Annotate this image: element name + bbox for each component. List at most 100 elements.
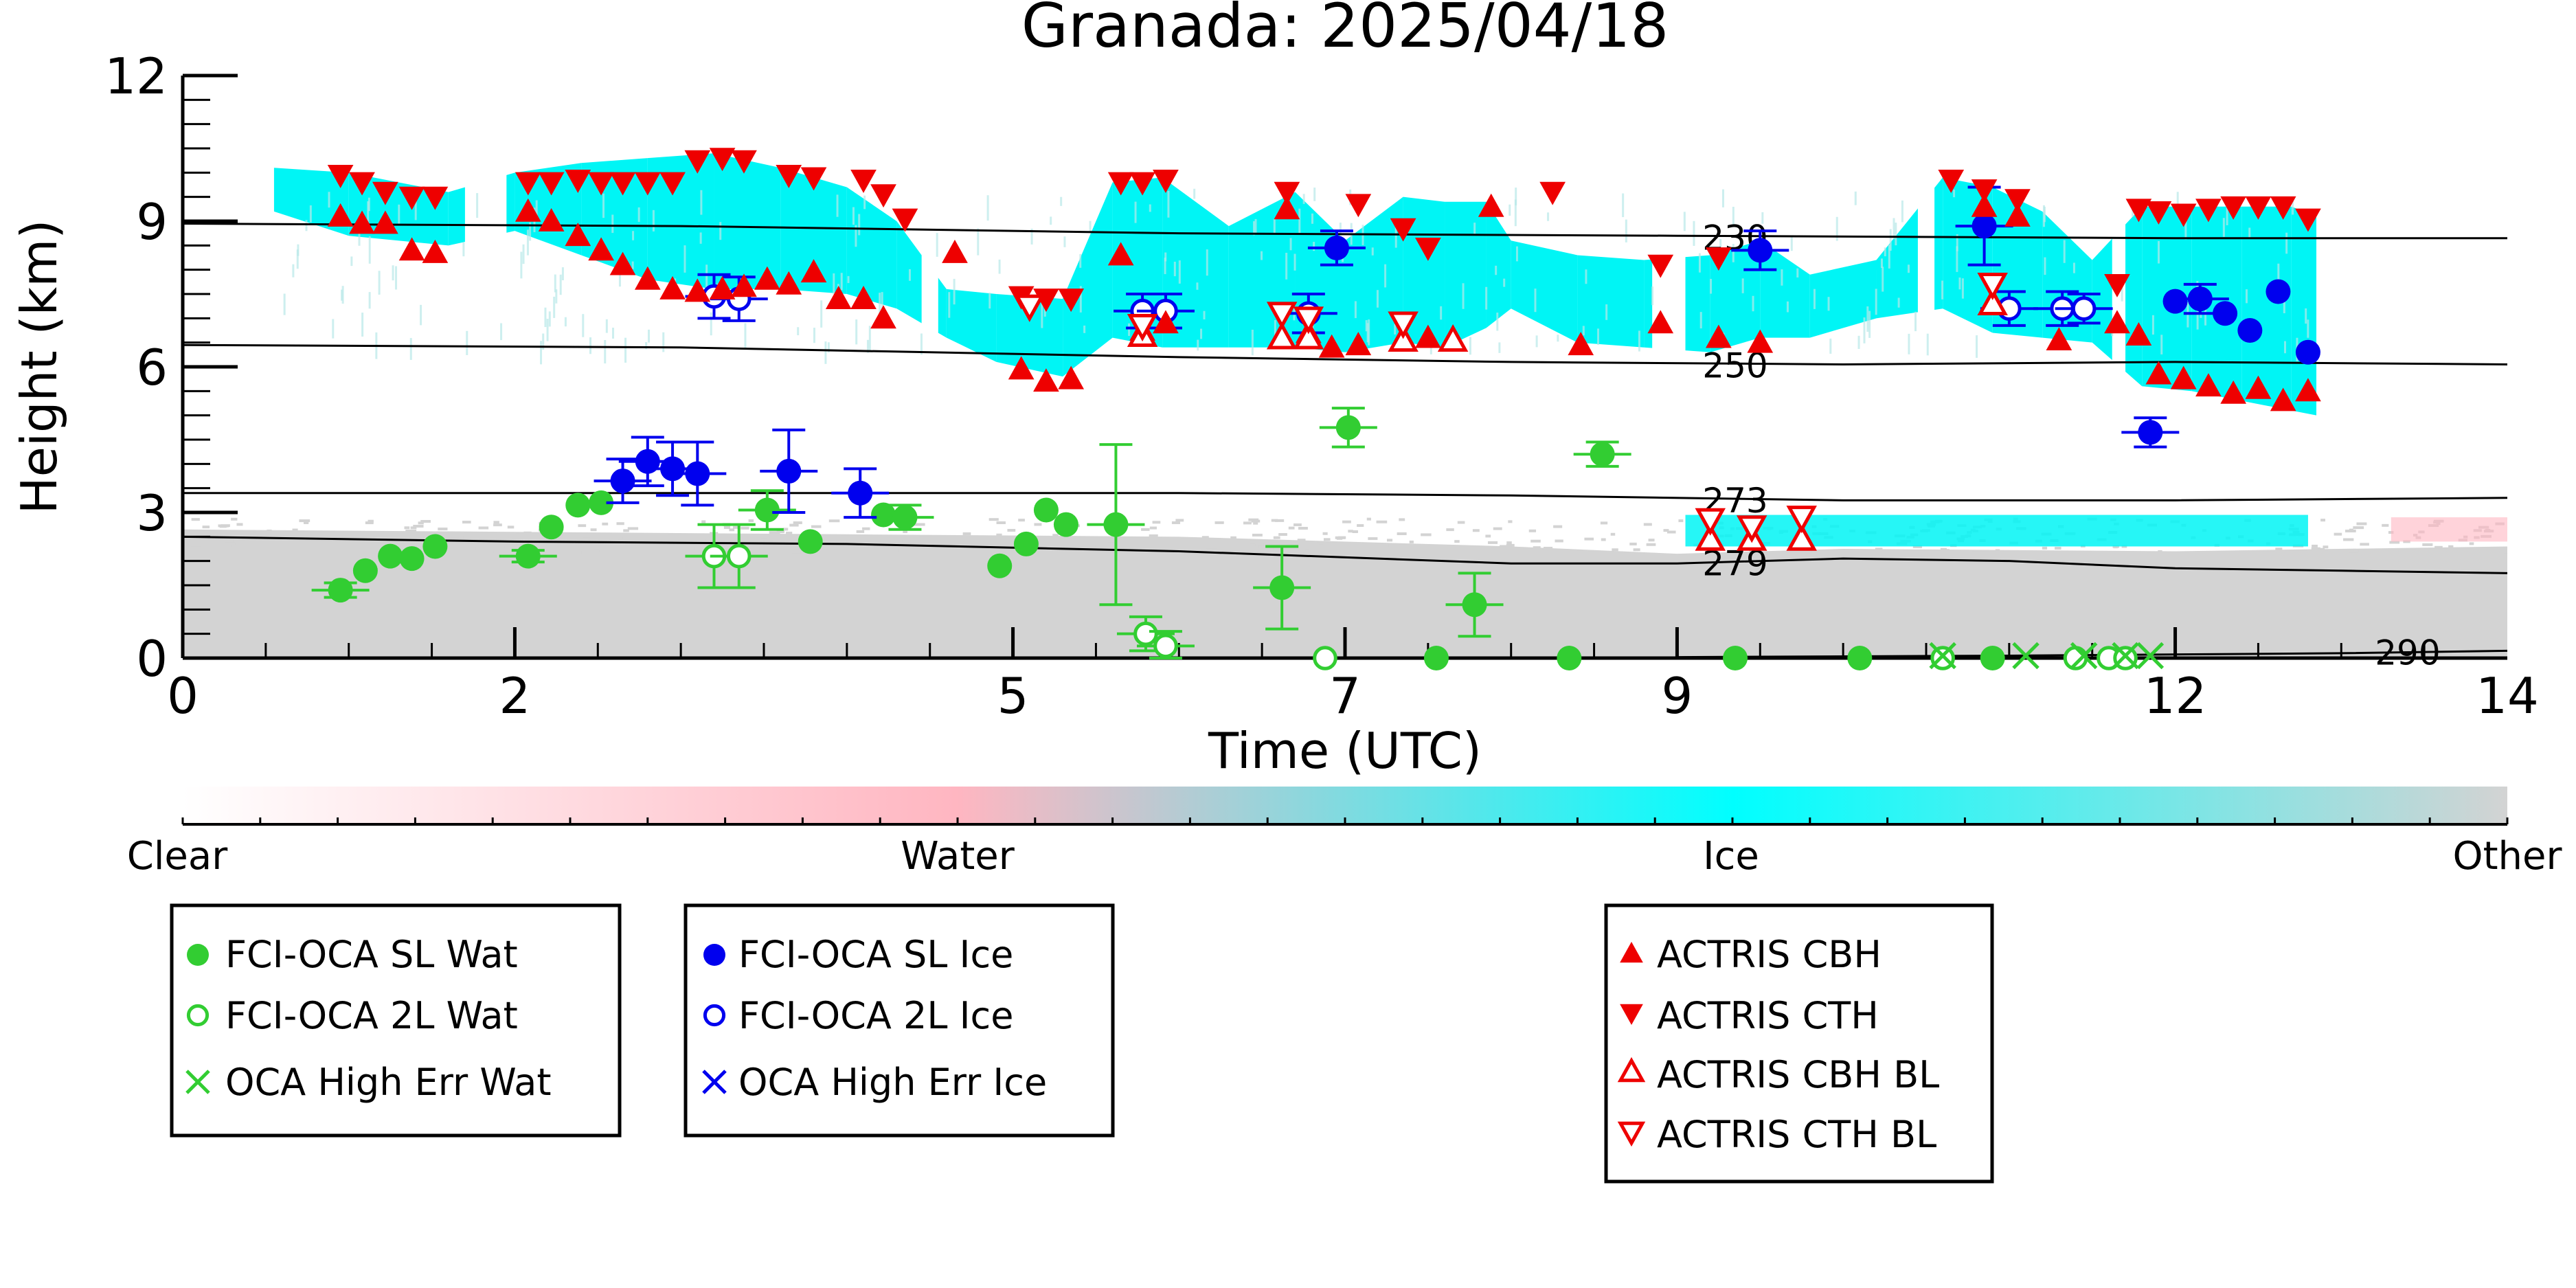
mask-speckle [842,551,850,554]
mask-speckle [2356,522,2367,526]
mask-streak [1196,282,1199,290]
marker-fci-oca-sl-ice [776,458,802,484]
mask-speckle [973,547,982,551]
mask-streak [1732,244,1735,262]
mask-speckle [355,551,364,554]
mask-streak [1384,264,1387,288]
marker-fci-oca-sl-wat [871,502,896,528]
marker-fci-oca-sl-wat [1033,497,1059,523]
marker-actris-cth-bl [1293,306,1324,335]
mask-streak [1366,323,1369,343]
mask-speckle [413,524,424,528]
mask-speckle [1629,542,1637,545]
mask-streak [2284,341,2287,354]
mask-gap [464,143,507,416]
mask-streak [1164,258,1166,275]
marker-actris-cbh [1274,196,1300,220]
mask-speckle [824,539,831,543]
mask-speckle [270,550,282,553]
mask-speckle [749,550,756,553]
mask-streak [1462,283,1465,309]
mask-streak [1193,188,1196,199]
mask-streak [420,304,422,326]
marker-actris-cth-bl [1266,302,1298,330]
marker-actris-cth [800,167,827,191]
marker-actris-cth [709,148,736,172]
marker-actris-cbh [372,210,398,234]
mask-speckle [1278,533,1287,536]
mask-streak [1741,278,1744,293]
mask-streak [292,264,295,278]
mask-ice-region [1295,192,1345,352]
mask-speckle [398,534,403,538]
legend-label: FCI-OCA 2L Ice [738,994,1013,1037]
mask-streak [1371,247,1374,256]
mask-streak [564,317,567,327]
marker-fci-oca-sl-wat [539,515,564,540]
mask-streak [1827,297,1830,311]
mask-speckle [2311,547,2320,550]
mask-streak [1582,326,1585,336]
legend-symbol [703,944,725,966]
mask-ice-region [1445,201,1487,348]
mask-streak [535,200,538,218]
mask-speckle [410,526,417,530]
mask-speckle [1273,536,1280,539]
mask-low-ice [1685,515,2308,547]
mask-speckle [201,536,209,540]
marker-fci-oca-sl-wat [1723,646,1748,670]
marker-actris-cth [2004,189,2031,213]
marker-actris-cbh [349,210,375,234]
mask-speckle [1303,551,1309,554]
mask-speckle [1801,550,1812,554]
mask-speckle [2353,526,2364,530]
mask-streak [1313,242,1315,251]
mask-streak [2184,216,2187,240]
marker-fci-oca-sl-ice [2162,289,2188,314]
mask-speckle [1230,536,1236,539]
mask-speckle [515,543,524,546]
mask-speckle [1142,541,1152,544]
mask-speckle [1551,549,1558,552]
mask-streak [1914,311,1917,332]
mask-speckle [705,540,712,543]
mask-speckle [299,519,310,523]
legend-label: ACTRIS CBH BL [1657,1053,1939,1096]
mask-speckle [191,530,196,533]
legend-label: ACTRIS CTH BL [1657,1113,1936,1156]
mask-streak [561,267,564,280]
mask-streak [1557,335,1559,342]
mask-streak [1585,269,1588,284]
mask-streak [700,190,703,215]
mask-streak [710,312,712,336]
marker-actris-cth [1971,179,1998,203]
mask-streak [1875,289,1877,315]
mask-streak [1907,264,1910,273]
mask-streak [2292,197,2294,215]
mask-speckle [238,540,246,543]
mask-streak [1953,190,1956,198]
mask-speckle [951,550,956,554]
mask-speckle [359,547,365,551]
mask-speckle [231,517,238,521]
mask-streak [2283,295,2285,314]
marker-actris-cbh [2125,322,2152,346]
mask-streak [836,194,839,217]
mask-speckle [438,528,448,531]
x-tick-label: 5 [997,667,1029,725]
mask-speckle [1052,534,1059,537]
mask-speckle [2348,550,2359,553]
marker-actris-cbh [850,286,877,309]
mask-streak [1515,246,1518,262]
marker-fci-oca-sl-ice [660,456,686,482]
marker-actris-cth [1706,247,1732,271]
marker-actris-cbh [2170,365,2197,389]
colorbar-label-water: Water [901,834,1015,879]
mask-streak [602,193,605,218]
mask-speckle [763,546,771,550]
mask-streak [1698,253,1701,273]
mask-streak [1473,223,1476,236]
legend-symbol [703,1004,726,1027]
mask-speckle [2443,548,2454,552]
marker-actris-cth-bl [1695,508,1726,536]
